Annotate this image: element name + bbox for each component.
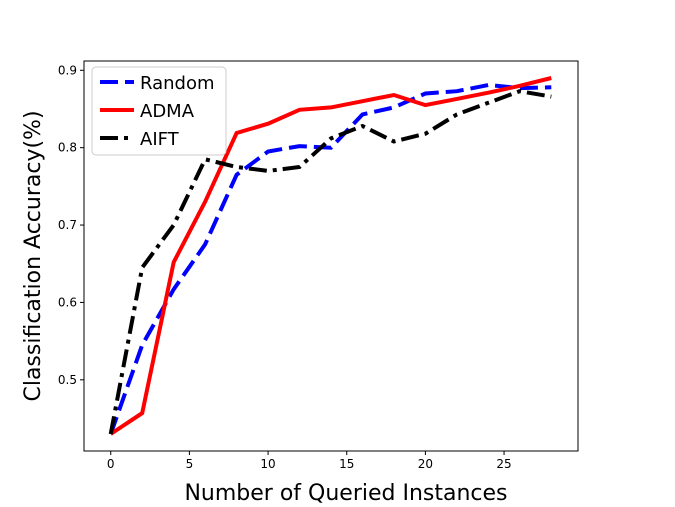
x-axis-label: Number of Queried Instances (184, 481, 507, 506)
series-line-random (108, 82, 552, 435)
x-tick-label: 20 (418, 457, 433, 471)
plot-frame (83, 60, 579, 452)
y-tick-label: 0.5 (58, 373, 77, 387)
series-line-adma (109, 76, 552, 436)
y-axis-label: Classification Accuracy(%) (21, 110, 46, 401)
y-tick-label: 0.8 (58, 141, 77, 155)
x-tick-label: 5 (186, 457, 194, 471)
y-tick-label: 0.9 (58, 63, 77, 77)
legend-label-adma: ADMA (140, 101, 195, 122)
x-tick-label: 0 (107, 457, 115, 471)
legend: Random ADMA AIFT (91, 66, 227, 156)
y-tick-label: 0.7 (58, 218, 77, 232)
x-axis-ticks: 0 5 10 15 20 25 (107, 451, 512, 471)
legend-label-aift: AIFT (140, 129, 180, 150)
x-tick-label: 10 (260, 457, 275, 471)
y-tick-label: 0.6 (58, 295, 77, 309)
series-layer (108, 76, 552, 436)
legend-box (91, 66, 227, 156)
x-tick-label: 25 (496, 457, 511, 471)
x-tick-label: 15 (339, 457, 354, 471)
legend-label-random: Random (140, 73, 215, 94)
series-line-aift (108, 89, 552, 435)
y-axis-ticks: 0.5 0.6 0.7 0.8 0.9 (58, 63, 84, 387)
